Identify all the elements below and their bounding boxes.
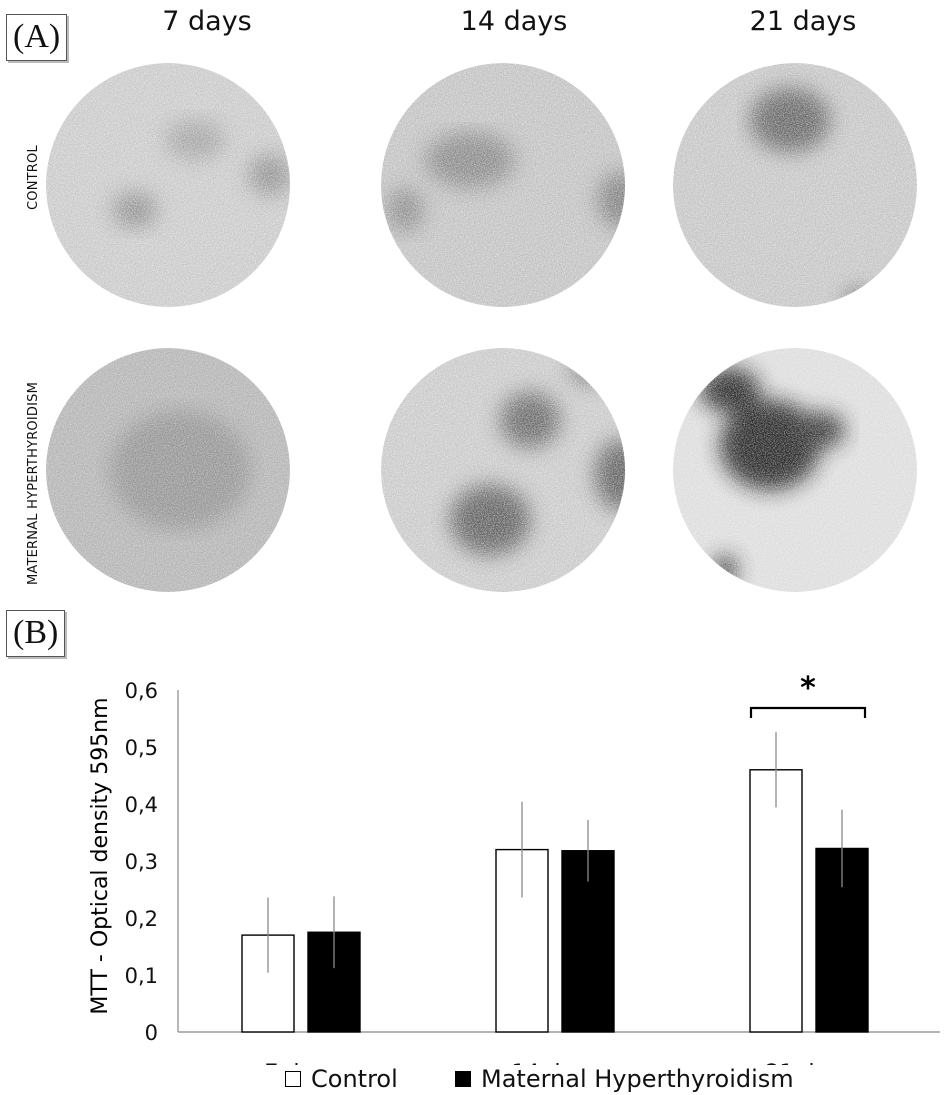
micrograph-mh-7-days [46,348,290,592]
y-tick-label: 0,1 [125,964,158,988]
legend-label-control: Control [311,1065,398,1093]
micrograph-mh-21-days [673,348,917,592]
significance-star: * [800,671,816,706]
legend-swatch-mh [455,1071,471,1087]
y-tick-label: 0,5 [125,736,158,760]
column-heading-7-days: 7 days [162,6,252,37]
legend-label-mh: Maternal Hyperthyroidism [481,1065,794,1093]
y-tick-label: 0,2 [125,907,158,931]
microscopy-grid [46,63,917,592]
chart-axes: 0 0,1 0,2 0,3 0,4 0,5 0,6 7 days 14 days 21 days [125,679,940,1065]
x-tick-label: 21 days [766,1061,853,1065]
y-tick-label: 0,3 [125,850,158,874]
chart-legend: Control Maternal Hyperthyroidism [0,1065,950,1095]
panel-a-label: (A) [6,14,68,61]
micrograph-control-14-days [381,63,625,307]
column-heading-21-days: 21 days [749,6,857,37]
legend-item-control: Control [285,1065,398,1093]
bar-chart: MTT - Optical density 595nm 0 0,1 0,2 0,3 0,… [88,671,940,1065]
panel-b-label: (B) [6,610,66,657]
micrograph-mh-14-days [381,348,625,592]
chart-bars: * [241,671,869,1033]
x-tick-label: 7 days [265,1061,338,1065]
micrograph-control-21-days [673,63,917,307]
column-heading-14-days: 14 days [460,6,568,37]
y-tick-label: 0 [145,1021,158,1045]
y-axis-label: MTT - Optical density 595nm [88,697,113,1014]
x-tick-label: 14 days [512,1061,599,1065]
micrograph-control-7-days [46,63,290,307]
y-tick-label: 0,4 [125,793,158,817]
significance-bracket [749,706,867,718]
bar-control [749,769,803,1033]
y-tick-label: 0,6 [125,679,158,703]
legend-item-maternal-hyperthyroidism: Maternal Hyperthyroidism [455,1065,794,1093]
legend-swatch-control [285,1071,301,1087]
